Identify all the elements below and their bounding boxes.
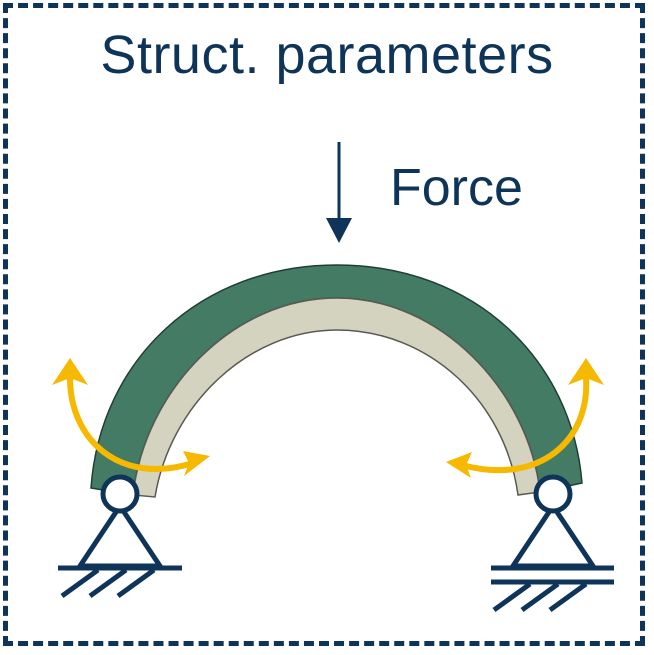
dashed-frame bbox=[3, 3, 645, 646]
force-arrow-icon bbox=[326, 142, 352, 243]
diagram-title: Struct. parameters bbox=[100, 25, 554, 85]
left-moment-arrow-icon bbox=[67, 375, 196, 472]
left-moment-arrowhead-right bbox=[183, 451, 210, 476]
right-moment-arrowhead-left bbox=[446, 452, 472, 478]
right-moment-arrow-icon bbox=[459, 375, 590, 473]
arch bbox=[90, 264, 583, 498]
right-moment-arrowhead-up bbox=[568, 358, 604, 385]
left-pinned-support bbox=[58, 474, 182, 599]
left-moment-arrowhead-up bbox=[52, 358, 88, 385]
right-roller-support bbox=[491, 474, 614, 613]
force-label: Force bbox=[390, 159, 523, 217]
